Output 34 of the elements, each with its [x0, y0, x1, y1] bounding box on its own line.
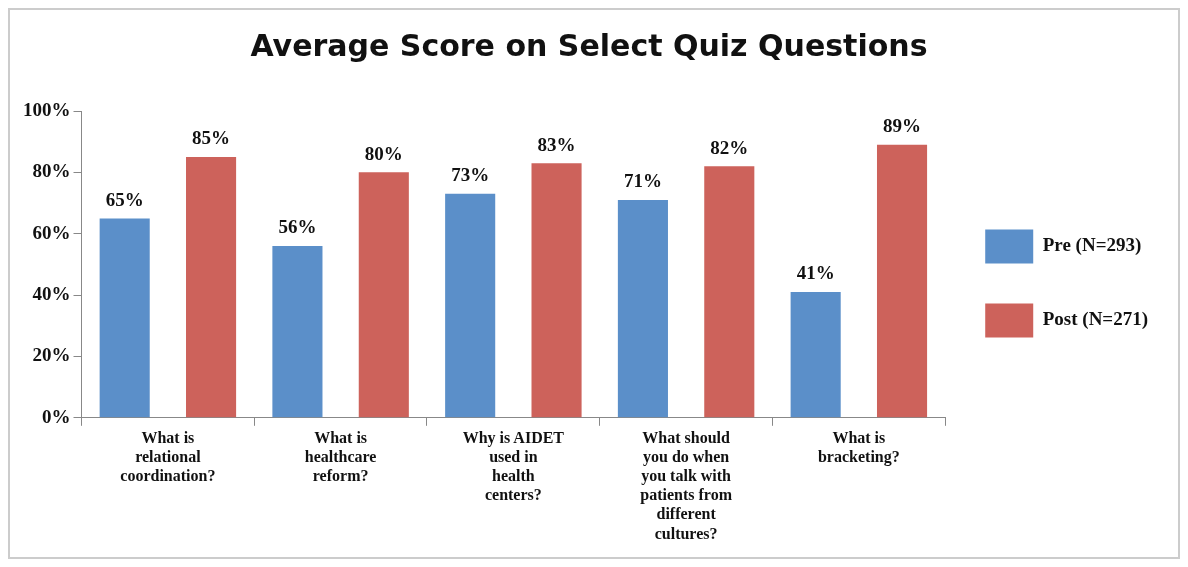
data-label: 80%	[364, 142, 403, 164]
data-label: 89%	[883, 115, 922, 137]
data-label: 82%	[710, 136, 749, 158]
data-label: 65%	[105, 188, 144, 210]
x-tick-label: What should you do when you talk with patients from different cultures?	[640, 428, 733, 542]
y-tick-label: 60%	[32, 221, 71, 243]
chart-title: Average Score on Select Quiz Questions	[250, 27, 928, 63]
y-tick-label: 40%	[32, 282, 71, 304]
bar	[790, 292, 841, 418]
legend-label: Pre (N=293)	[1042, 234, 1142, 257]
y-tick-label: 100%	[23, 98, 71, 120]
bar	[704, 166, 755, 418]
data-label: 41%	[796, 262, 835, 284]
x-tick-label: What is healthcare reform?	[304, 428, 377, 484]
data-label: 56%	[278, 216, 317, 238]
data-label: 71%	[623, 170, 662, 192]
data-label: 85%	[192, 127, 231, 149]
legend-label: Post (N=271)	[1042, 308, 1148, 331]
data-label: 83%	[537, 133, 576, 155]
y-tick-label: 80%	[32, 160, 71, 182]
x-tick-label: What is bracketing?	[817, 428, 900, 466]
bar	[445, 193, 496, 418]
data-label: 73%	[451, 164, 490, 186]
bar	[531, 163, 582, 418]
x-tick-label: What is relational coordination?	[120, 428, 216, 484]
bar	[186, 157, 237, 418]
bar	[272, 245, 323, 418]
x-tick-label: Why is AIDET used in health centers?	[462, 428, 565, 504]
bar	[99, 218, 150, 418]
bar	[358, 172, 409, 418]
bar	[876, 144, 928, 418]
y-tick-label: 0%	[42, 405, 71, 427]
bar	[617, 199, 668, 418]
y-tick-label: 20%	[32, 344, 71, 366]
